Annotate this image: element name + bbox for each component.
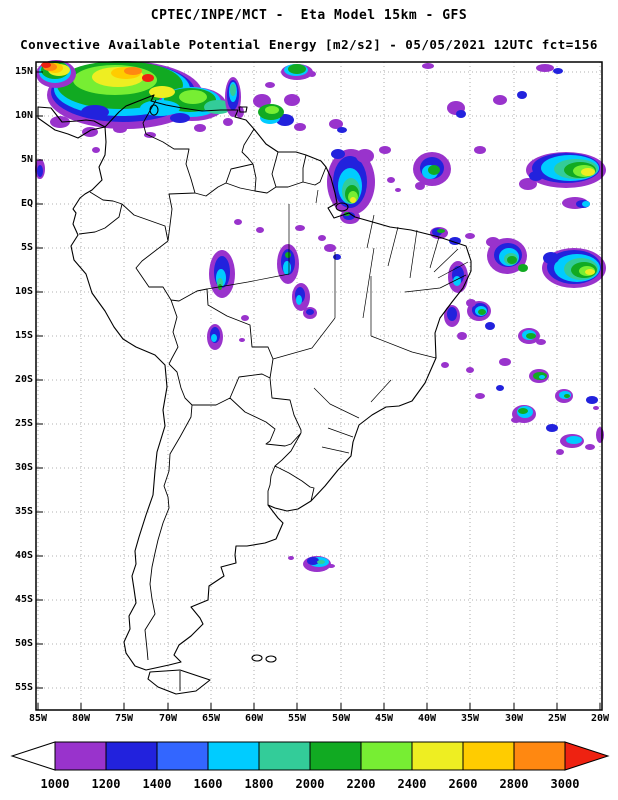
lon-tick-label: 25W: [547, 713, 567, 724]
colorbar-segment: [411, 741, 464, 771]
trinidad-island: [238, 106, 248, 113]
cape-field: [35, 60, 606, 572]
lat-tick-label: 25S: [14, 418, 33, 429]
lat-tick-label: 10N: [14, 110, 33, 121]
tierra-del-fuego: [147, 669, 211, 695]
lat-tick-label: 15N: [14, 66, 33, 77]
colorbar-segment: [156, 741, 209, 771]
colorbar-segment: [309, 741, 362, 771]
colorbar-ticks: 1000 1200 1400 1600 1800 2000 2200 2400 …: [41, 777, 580, 791]
colorbar-tick-label: 2400: [398, 777, 427, 791]
falkland-west: [251, 654, 263, 662]
colorbar-segment: [462, 741, 515, 771]
lat-tick-label: 5N: [20, 154, 33, 165]
colorbar-tick-label: 1600: [194, 777, 223, 791]
lat-tick-label: 10S: [14, 286, 33, 297]
colorbar-tick-label: 1800: [245, 777, 274, 791]
lon-tick-label: 85W: [28, 713, 48, 724]
colorbar-segment: [258, 741, 311, 771]
central-america-coast: [37, 106, 106, 139]
lon-tick-label: 35W: [460, 713, 480, 724]
colorbar-tick-label: 3000: [551, 777, 580, 791]
page-title: CPTEC/INPE/MCT - Eta Model 15km - GFS: [150, 8, 468, 23]
colorbar-tick-label: 1200: [92, 777, 121, 791]
lat-tick-label: 35S: [14, 506, 33, 517]
colorbar-arrow-above-max: [564, 741, 610, 771]
colorbar-tick-label: 1000: [41, 777, 70, 791]
map-plot: [35, 60, 606, 711]
lon-tick-label: 80W: [71, 713, 91, 724]
lat-tick-label: 40S: [14, 550, 33, 561]
lon-tick-label: 55W: [287, 713, 307, 724]
colorbar-segment: [207, 741, 260, 771]
colorbar-tick-label: 2000: [296, 777, 325, 791]
lat-tick-label: 30S: [14, 462, 33, 473]
colorbar-segment: [360, 741, 413, 771]
colorbar-arrow-below-min: [10, 741, 56, 771]
colorbar-tick-label: 2800: [500, 777, 529, 791]
cape-cluster-south: [288, 556, 335, 572]
south-america-coast: [70, 94, 472, 671]
cape-cluster-itcz: [327, 63, 606, 215]
colorbar-tick-label: 2200: [347, 777, 376, 791]
colorbar-segment: [105, 741, 158, 771]
cape-cluster-amazon: [207, 210, 360, 350]
axis-ticks: [36, 71, 601, 710]
lon-tick-label: 60W: [244, 713, 264, 724]
lat-tick-label: 50S: [14, 638, 33, 649]
falkland-east: [265, 655, 277, 663]
graticule: [36, 62, 602, 710]
cape-cluster-left-edge: [35, 159, 45, 179]
lon-tick-label: 75W: [114, 713, 134, 724]
lat-tick-label: EQ: [20, 198, 33, 209]
state-borders: [206, 182, 469, 454]
lat-tick-label: 20S: [14, 374, 33, 385]
colorbar-segment: [54, 741, 107, 771]
lon-tick-label: 65W: [201, 713, 221, 724]
colorbar: 1000 1200 1400 1600 1800 2000 2200 2400 …: [10, 741, 610, 791]
lon-tick-label: 30W: [504, 713, 524, 724]
lon-tick-label: 70W: [158, 713, 178, 724]
lon-tick-label: 45W: [374, 713, 394, 724]
colorbar-tick-label: 1400: [143, 777, 172, 791]
cape-cluster-atlantic: [430, 227, 606, 455]
colorbar-segment: [513, 741, 566, 771]
lon-tick-label: 50W: [331, 713, 351, 724]
coastline: [37, 94, 472, 695]
lon-tick-label: 40W: [417, 713, 437, 724]
marajo-island: [335, 202, 349, 212]
lat-tick-label: 55S: [14, 682, 33, 693]
lat-tick-label: 5S: [20, 242, 33, 253]
lat-tick-label: 15S: [14, 330, 33, 341]
lat-tick-label: 45S: [14, 594, 33, 605]
map-frame: [35, 61, 603, 711]
page-subtitle: Convective Available Potential Energy [m…: [20, 37, 598, 52]
colorbar-tick-label: 2600: [449, 777, 478, 791]
lon-tick-label: 20W: [590, 713, 610, 724]
